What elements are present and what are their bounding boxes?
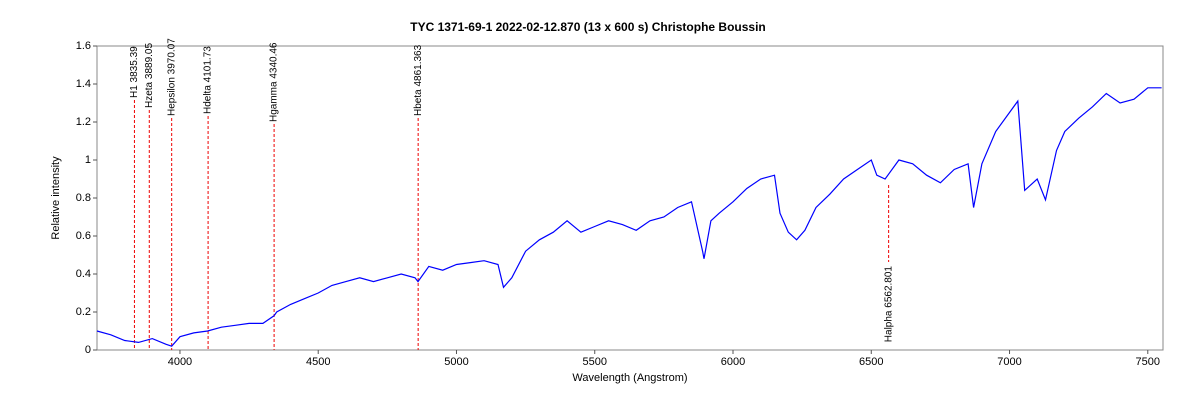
y-tick-label: 1.6 [76, 40, 91, 52]
spectrum-line [96, 87, 1162, 347]
y-tick-label: 0.6 [76, 230, 91, 242]
x-tick-label: 7500 [1136, 356, 1160, 368]
chart-title: TYC 1371-69-1 2022-02-12.870 (13 x 600 s… [410, 20, 766, 34]
x-tick-label: 6000 [721, 356, 745, 368]
annotation-label: Hbeta 4861.363 [413, 44, 424, 116]
x-tick-label: 5000 [444, 356, 468, 368]
annotation-label: Hzeta 3889.05 [144, 43, 155, 108]
y-tick-label: 1 [85, 154, 91, 166]
x-axis-label: Wavelength (Angstrom) [572, 372, 687, 384]
annotation-label: Halpha 6562.801 [883, 266, 894, 343]
y-tick-label: 0.8 [76, 192, 91, 204]
annotation-label: Hgamma 4340.46 [269, 42, 280, 122]
y-tick-label: 1.2 [76, 116, 91, 128]
x-tick-label: 6500 [859, 356, 883, 368]
x-tick-label: 7000 [997, 356, 1021, 368]
plot-frame [96, 45, 1164, 351]
x-tick-label: 4000 [168, 356, 192, 368]
y-tick-label: 0 [85, 344, 91, 356]
y-tick-label: 0.4 [76, 268, 91, 280]
annotation-label: H1 3835.39 [129, 46, 140, 98]
y-tick-label: 0.2 [76, 306, 91, 318]
y-tick-label: 1.4 [76, 78, 91, 90]
x-tick-label: 5500 [583, 356, 607, 368]
y-axis-label: Relative intensity [50, 156, 62, 240]
x-tick-label: 4500 [306, 356, 330, 368]
annotation-label: Hdelta 4101.73 [203, 46, 214, 114]
annotation-label: Hepsilon 3970.07 [166, 38, 177, 116]
